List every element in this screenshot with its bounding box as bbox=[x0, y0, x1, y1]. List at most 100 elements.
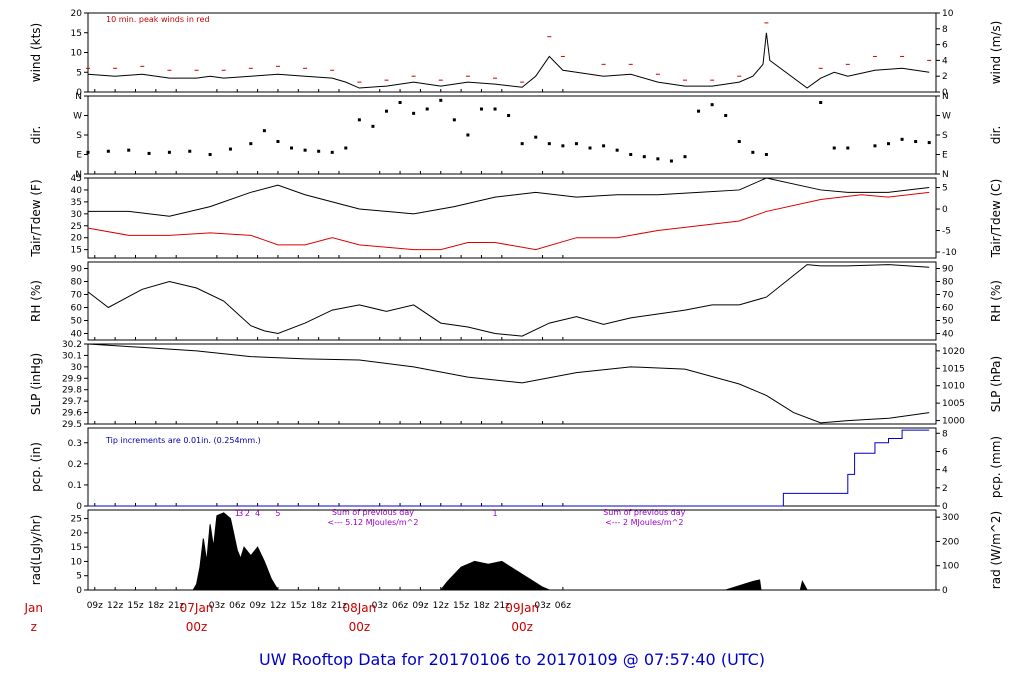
wind-dir-point bbox=[588, 146, 592, 150]
wind-dir-point bbox=[574, 142, 578, 146]
y-tick-label-right: 8 bbox=[942, 429, 948, 439]
wind-dir-point bbox=[344, 146, 348, 150]
y-axis-label: rad(Lgly/hr) bbox=[29, 515, 43, 586]
y-tick-label: 40 bbox=[71, 330, 83, 340]
x-tick-label: 15z bbox=[453, 601, 469, 611]
x-tick-label: 09z bbox=[87, 601, 103, 611]
x-tick-label: 12z bbox=[107, 601, 123, 611]
y-tick-label-right: N bbox=[942, 92, 949, 102]
wind-dir-point bbox=[262, 129, 266, 133]
y-tick-label-right: 0 bbox=[942, 502, 948, 512]
wind-dir-point bbox=[86, 150, 90, 154]
y-tick-label: 15 bbox=[71, 29, 82, 39]
y-tick-label: 29.7 bbox=[62, 397, 82, 407]
y-tick-label-right: 1005 bbox=[942, 399, 965, 409]
wind-dir-point bbox=[106, 149, 110, 153]
radiation-marker: 4 bbox=[255, 509, 260, 518]
wind-dir-point bbox=[147, 151, 151, 155]
panel-0: 0 5 10 15 20 0 2 4 6 8 10 wind (kts) wind (m/s) 10 mi… bbox=[29, 9, 1003, 98]
wind-dir-point bbox=[710, 103, 714, 107]
y-tick-label: 15 bbox=[71, 246, 82, 256]
wind-dir-point bbox=[452, 118, 456, 122]
y-tick-label-right: 0 bbox=[942, 586, 948, 596]
y-tick-label: 29.5 bbox=[62, 420, 82, 430]
y-tick-label-right: 70 bbox=[942, 291, 954, 301]
y-tick-label: N bbox=[75, 170, 82, 180]
y-tick-label: 5 bbox=[76, 572, 82, 582]
y-tick-label: 0 bbox=[76, 88, 82, 98]
x-tick-label: 18z bbox=[148, 601, 164, 611]
panel-3: 40 50 60 70 80 90 40 50 60 70 80 90 RH (%) RH (%) bbox=[29, 261, 1003, 341]
radiation-marker: 1 bbox=[492, 509, 497, 518]
y-tick-label: 15 bbox=[71, 543, 82, 553]
x-tick-label: 06z bbox=[229, 601, 245, 611]
y-tick-label: 45 bbox=[71, 174, 82, 184]
y-tick-label-right: 10 bbox=[942, 9, 954, 19]
day-sub-label: 00z bbox=[186, 620, 208, 634]
series-line bbox=[87, 264, 930, 337]
y-axis-label: SLP (inHg) bbox=[29, 353, 43, 415]
y-tick-label: 0 bbox=[76, 586, 82, 596]
y-tick-label-right: 0 bbox=[942, 88, 948, 98]
series-line bbox=[88, 177, 930, 217]
y-tick-label: 25 bbox=[71, 515, 82, 525]
y-tick-label-right: 8 bbox=[942, 25, 948, 35]
wind-dir-point bbox=[188, 149, 192, 153]
peak-wind-note: 10 min. peak winds in red bbox=[106, 15, 210, 24]
wind-dir-point bbox=[479, 107, 483, 111]
y-axis-label-right: pcp. (mm) bbox=[989, 436, 1003, 498]
y-tick-label: 29.9 bbox=[62, 374, 82, 384]
wind-dir-point bbox=[330, 150, 334, 154]
y-tick-label-right: W bbox=[942, 112, 951, 122]
wind-dir-point bbox=[656, 157, 660, 161]
precip-line bbox=[88, 429, 930, 507]
wind-dir-point bbox=[167, 150, 171, 154]
y-tick-label: 50 bbox=[71, 317, 83, 327]
y-tick-label-right: N bbox=[942, 170, 949, 180]
wind-dir-point bbox=[534, 135, 538, 139]
x-tick-label: 03z bbox=[372, 601, 388, 611]
y-tick-label-right: 200 bbox=[942, 537, 959, 547]
y-tick-label: 20 bbox=[71, 529, 83, 539]
radiation-sum-note: <--- 5.12 MJoules/m^2 bbox=[327, 518, 418, 527]
radiation-sum-note: <--- 2 MJoules/m^2 bbox=[605, 518, 683, 527]
y-tick-label-right: E bbox=[942, 151, 948, 161]
y-axis-label-right: RH (%) bbox=[989, 280, 1003, 322]
y-tick-label: 0.2 bbox=[68, 460, 82, 470]
panel-frame bbox=[87, 12, 937, 93]
x-tick-label: 18z bbox=[473, 601, 489, 611]
day-label: Jan bbox=[23, 601, 43, 615]
y-tick-label: 30 bbox=[71, 363, 83, 373]
panel-frame bbox=[87, 261, 937, 341]
wind-dir-point bbox=[412, 111, 416, 115]
x-tick-label: 06z bbox=[392, 601, 408, 611]
y-tick-label-right: 5 bbox=[942, 184, 948, 194]
radiation-sum-note: Sum of previous day bbox=[332, 508, 414, 517]
wind-dir-point bbox=[561, 144, 565, 148]
wind-dir-point bbox=[357, 118, 361, 122]
y-tick-label-right: -5 bbox=[942, 227, 951, 237]
wind-dir-point bbox=[276, 140, 280, 143]
y-tick-label-right: S bbox=[942, 131, 948, 141]
wind-dir-point bbox=[642, 155, 646, 159]
y-tick-label: 35 bbox=[71, 198, 82, 208]
y-tick-label: S bbox=[76, 131, 82, 141]
wind-dir-point bbox=[629, 153, 633, 156]
y-tick-label: 29.8 bbox=[62, 386, 82, 396]
day-label: 07Jan bbox=[180, 601, 214, 615]
wind-dir-point bbox=[507, 114, 511, 117]
radiation-marker: 5 bbox=[275, 509, 280, 518]
y-tick-label: 5 bbox=[76, 68, 82, 78]
wind-dir-point bbox=[683, 155, 687, 159]
y-axis-label-right: rad (W/m^2) bbox=[989, 511, 1003, 589]
y-tick-label-right: 300 bbox=[942, 513, 959, 523]
wind-dir-point bbox=[371, 124, 375, 128]
y-tick-label-right: 6 bbox=[942, 41, 948, 51]
wind-dir-point bbox=[927, 141, 931, 145]
y-tick-label-right: 6 bbox=[942, 447, 948, 457]
y-tick-label: 40 bbox=[71, 186, 83, 196]
wind-dir-point bbox=[697, 109, 701, 113]
wind-dir-point bbox=[208, 153, 212, 156]
x-tick-label: 21z bbox=[494, 601, 510, 611]
